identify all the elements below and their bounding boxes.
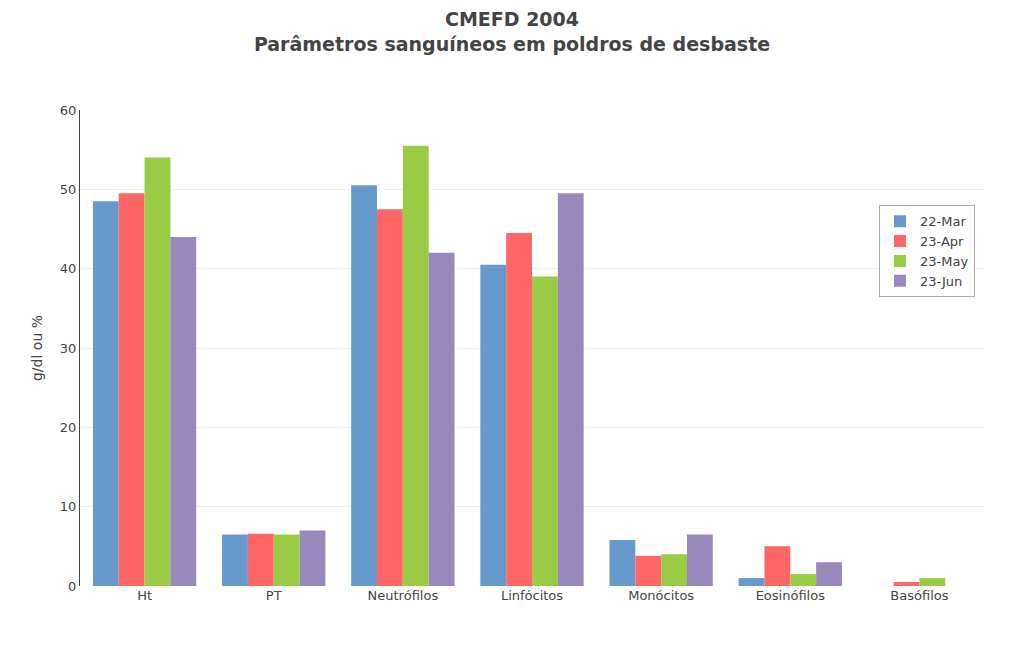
svg-text:Linfócitos: Linfócitos — [501, 588, 563, 603]
svg-text:23-Apr: 23-Apr — [920, 234, 964, 249]
svg-text:20: 20 — [60, 420, 77, 435]
svg-text:22-Mar: 22-Mar — [920, 214, 966, 229]
svg-text:Ht: Ht — [137, 588, 152, 603]
svg-text:50: 50 — [60, 182, 77, 197]
svg-text:60: 60 — [60, 103, 77, 118]
svg-text:0: 0 — [68, 579, 76, 594]
svg-text:g/dl ou %: g/dl ou % — [29, 315, 45, 381]
svg-text:CMEFD 2004Parâmetros sanguíneo: CMEFD 2004Parâmetros sanguíneos em poldr… — [254, 8, 770, 55]
svg-text:Monócitos: Monócitos — [628, 588, 694, 603]
svg-text:Eosinófilos: Eosinófilos — [756, 588, 825, 603]
svg-text:Basófilos: Basófilos — [890, 588, 948, 603]
svg-text:Neutrófilos: Neutrófilos — [368, 588, 439, 603]
svg-text:PT: PT — [266, 588, 282, 603]
svg-text:23-May: 23-May — [920, 254, 968, 269]
svg-text:10: 10 — [60, 499, 77, 514]
svg-text:40: 40 — [60, 261, 77, 276]
svg-text:23-Jun: 23-Jun — [920, 274, 962, 289]
svg-text:30: 30 — [60, 341, 77, 356]
